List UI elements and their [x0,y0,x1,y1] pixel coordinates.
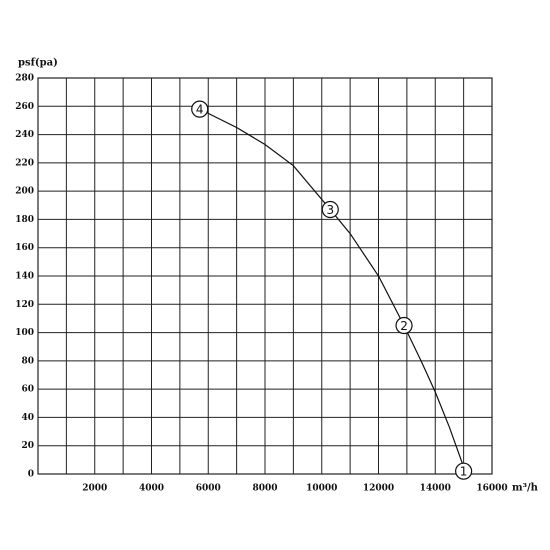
x-tick-label: 6000 [196,484,221,494]
y-tick-label: 220 [15,158,34,168]
y-tick-label: 180 [15,215,34,225]
y-tick-label: 240 [15,130,34,140]
y-tick-label: 260 [15,102,34,112]
point-label: 2 [400,319,408,333]
x-tick-label: 4000 [139,484,164,494]
y-tick-label: 20 [21,441,34,451]
x-tick-label: 10000 [306,484,337,494]
point-marker [321,200,339,219]
y-tick-label: 160 [15,243,34,253]
point-label: 4 [196,103,204,117]
x-tick-label: 16000 [476,484,507,494]
plot-border [37,77,493,475]
y-tick-label: 0 [28,470,34,480]
y-tick-label: 200 [15,187,34,197]
x-tick-label: 14000 [420,484,451,494]
y-tick-label: 100 [15,328,34,338]
y-axis-label: psf(pa) [18,58,58,69]
point-label: 1 [460,465,468,479]
x-tick-label: 12000 [363,484,394,494]
y-tick-label: 60 [21,385,34,395]
y-tick-label: 140 [15,272,34,282]
y-tick-label: 120 [15,300,34,310]
x-tick-label: 8000 [252,484,277,494]
y-tick-label: 80 [21,356,34,366]
point-label: 3 [326,203,334,217]
y-tick-label: 280 [15,74,34,84]
y-tick-label: 40 [21,413,34,423]
x-tick-label: 2000 [82,484,107,494]
curve [199,108,465,468]
point-marker [395,316,413,335]
point-marker [455,462,473,480]
x-axis-label: m³/h [512,483,539,494]
point-marker [191,100,209,118]
